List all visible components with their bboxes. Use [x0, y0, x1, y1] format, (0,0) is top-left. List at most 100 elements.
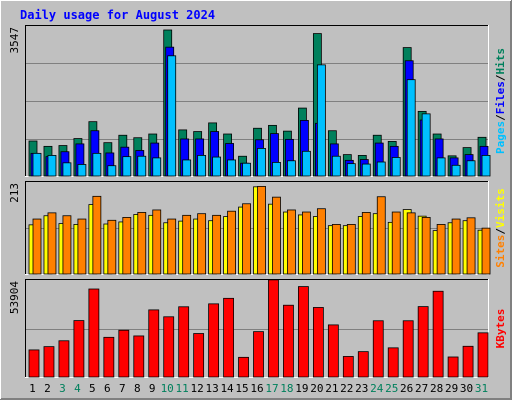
bar-sites-day-17: [272, 196, 281, 275]
legend-item-files: Files: [494, 81, 507, 114]
bar-kbytes-day-24: [372, 320, 384, 378]
bar-kbytes-day-26: [402, 320, 414, 378]
bar-pages-day-2: [47, 155, 57, 177]
day-label-25: 25: [385, 382, 398, 395]
bar-kbytes-day-1: [28, 349, 40, 378]
bar-pages-day-20: [316, 64, 326, 177]
bar-kbytes-day-13: [208, 303, 220, 378]
bar-pages-day-26: [406, 79, 416, 177]
day-label-2: 2: [44, 382, 51, 395]
bar-pages-day-18: [287, 160, 296, 177]
day-label-30: 30: [460, 382, 473, 395]
bar-kbytes-day-14: [223, 297, 234, 378]
bar-kbytes-day-22: [342, 356, 354, 378]
bar-pages-day-16: [257, 148, 266, 177]
bar-pages-day-5: [92, 152, 102, 177]
bar-kbytes-day-23: [357, 351, 369, 378]
bar-sites-day-31: [481, 227, 491, 275]
bar-sites-day-15: [242, 203, 251, 275]
bar-pages-day-15: [242, 162, 251, 177]
bar-kbytes-day-28: [432, 290, 444, 378]
x-axis-day-labels: 1 2 3 4 5 6 7 8 9 10 11 12 13 14 15 16 17 18 19 20 21 22 23 24 2…: [29, 382, 488, 395]
legend-item-hits: Hits: [494, 48, 507, 75]
panel-hits-files-pages: 3547 Pages/Files/Hits: [8, 25, 507, 177]
bar-kbytes-day-4: [73, 320, 85, 378]
legend-item-kbytes: KBytes: [494, 309, 507, 349]
bar-sites-day-22: [346, 224, 356, 275]
bar-kbytes-day-25: [387, 347, 399, 378]
bar-pages-day-22: [346, 163, 356, 177]
bar-pages-day-11: [182, 159, 192, 177]
bar-sites-day-21: [331, 224, 341, 275]
y-max-label: 3547: [8, 27, 21, 54]
day-label-22: 22: [340, 382, 353, 395]
bar-pages-day-1: [32, 152, 42, 177]
day-label-7: 7: [119, 382, 126, 395]
bar-pages-day-14: [227, 159, 236, 177]
bar-kbytes-day-3: [58, 340, 70, 378]
day-label-12: 12: [191, 382, 204, 395]
bar-pages-day-6: [107, 165, 117, 177]
bar-kbytes-day-6: [103, 336, 115, 378]
bar-kbytes-day-2: [43, 346, 55, 378]
bar-pages-day-29: [451, 164, 461, 177]
bar-sites-day-13: [212, 214, 222, 275]
bar-sites-day-11: [182, 214, 192, 275]
bar-kbytes-day-30: [462, 345, 474, 378]
bar-pages-day-12: [197, 155, 207, 177]
bar-pages-day-27: [421, 113, 431, 177]
bar-sites-day-23: [361, 212, 371, 275]
bar-kbytes-day-31: [477, 332, 489, 378]
bar-kbytes-day-20: [312, 307, 324, 378]
legend-item-visits: Visits: [494, 188, 507, 228]
day-label-26: 26: [400, 382, 413, 395]
y-max-label: 213: [8, 183, 21, 203]
bar-sites-day-6: [107, 219, 117, 275]
bar-kbytes-day-18: [283, 304, 294, 378]
legend-hits-files-pages: Pages/Files/Hits: [494, 48, 507, 154]
bar-sites-day-8: [137, 212, 147, 275]
day-label-23: 23: [355, 382, 368, 395]
bar-kbytes-day-7: [118, 329, 130, 378]
day-label-10: 10: [161, 382, 174, 395]
bar-pages-day-13: [212, 156, 222, 177]
bar-pages-day-31: [481, 155, 491, 177]
day-label-5: 5: [89, 382, 96, 395]
bar-kbytes-day-17: [268, 279, 279, 378]
bar-pages-day-23: [361, 163, 371, 177]
bar-sites-day-24: [376, 196, 386, 275]
bar-pages-day-3: [62, 162, 72, 177]
day-label-31: 31: [475, 382, 488, 395]
day-label-11: 11: [176, 382, 189, 395]
day-label-9: 9: [149, 382, 156, 395]
day-label-19: 19: [295, 382, 308, 395]
bar-pages-day-30: [466, 160, 476, 177]
bar-kbytes-day-19: [298, 286, 309, 378]
bar-sites-day-5: [92, 195, 102, 275]
day-label-3: 3: [59, 382, 66, 395]
bar-sites-day-28: [436, 224, 446, 275]
bar-kbytes-day-12: [193, 333, 205, 378]
bar-kbytes-day-15: [238, 356, 249, 378]
bar-sites-day-14: [227, 210, 236, 275]
bar-sites-day-29: [451, 218, 461, 275]
bar-sites-day-10: [167, 218, 177, 275]
day-label-20: 20: [310, 382, 323, 395]
bar-pages-day-24: [376, 161, 386, 177]
bar-kbytes-day-11: [178, 306, 190, 378]
day-label-4: 4: [74, 382, 81, 395]
bar-sites-day-19: [302, 211, 311, 275]
bar-pages-day-10: [167, 55, 177, 177]
bar-sites-day-2: [47, 212, 57, 275]
day-label-1: 1: [29, 382, 36, 395]
bar-pages-day-21: [331, 155, 341, 177]
bar-pages-day-7: [122, 156, 132, 177]
panel-kbytes: 53904 KBytes: [8, 279, 507, 378]
bar-pages-day-19: [302, 150, 311, 177]
bar-sites-day-16: [257, 186, 266, 275]
legend-item-sites: Sites: [494, 235, 507, 268]
bar-pages-day-28: [436, 157, 446, 177]
day-label-21: 21: [325, 382, 338, 395]
bar-pages-day-9: [152, 157, 162, 177]
bar-sites-day-4: [77, 218, 87, 275]
